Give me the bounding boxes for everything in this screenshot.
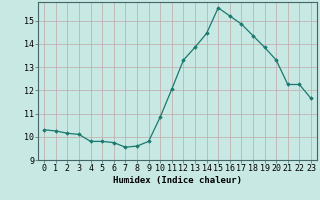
X-axis label: Humidex (Indice chaleur): Humidex (Indice chaleur) [113,176,242,185]
